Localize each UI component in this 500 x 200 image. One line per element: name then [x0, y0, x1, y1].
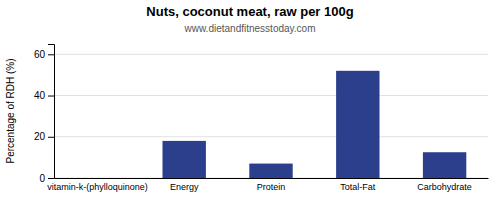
grid-line	[54, 95, 488, 96]
y-tick: 40	[34, 90, 54, 101]
y-tick-mark	[48, 178, 54, 179]
subtitle: www.dietandfitnesstoday.com	[184, 23, 316, 34]
y-tick-label: 40	[34, 90, 46, 101]
y-tick: 60	[34, 49, 54, 60]
title: Nuts, coconut meat, raw per 100g	[146, 4, 353, 19]
y-tick-label: 60	[34, 49, 46, 60]
bar	[249, 164, 292, 178]
y-tick-mark	[48, 137, 54, 138]
y-axis-line	[48, 45, 55, 179]
x-tick-label: vitamin-k-(phylloquinone)	[47, 182, 148, 192]
y-tick-mark	[48, 54, 54, 55]
bars	[163, 71, 467, 178]
y-tick-mark	[48, 96, 54, 97]
plot: vitamin-k-(phylloquinone) Energy Protein To…	[34, 45, 489, 193]
y-axis-title: Percentage of RDH (%)	[5, 58, 16, 163]
y-tick: 0	[39, 173, 54, 184]
x-tick: Energy	[170, 178, 199, 192]
grid-line	[54, 54, 488, 55]
x-tick: Carbohydrate	[417, 178, 472, 192]
chart-svg: Nuts, coconut meat, raw per 100g www.diet…	[0, 0, 500, 200]
x-tick-label: Energy	[170, 182, 199, 192]
x-tick: Total-Fat	[340, 178, 376, 192]
chart-container: Nuts, coconut meat, raw per 100g www.diet…	[0, 0, 500, 200]
y-tick-label: 0	[39, 173, 45, 184]
bar	[336, 71, 379, 178]
x-tick: vitamin-k-(phylloquinone)	[47, 178, 148, 192]
x-tick: Protein	[257, 178, 286, 192]
bar	[76, 178, 119, 179]
y-tick-label: 20	[34, 131, 46, 142]
y-axis: 0 20 40 60	[34, 45, 55, 184]
x-tick-label: Carbohydrate	[417, 182, 472, 192]
bar	[423, 152, 466, 178]
bar	[163, 141, 206, 178]
grid	[54, 54, 488, 178]
x-axis: vitamin-k-(phylloquinone) Energy Protein To…	[47, 178, 488, 192]
y-tick: 20	[34, 131, 54, 142]
x-tick-label: Total-Fat	[340, 182, 376, 192]
x-axis-line	[55, 178, 489, 179]
grid-line	[54, 136, 488, 137]
x-tick-label: Protein	[257, 182, 286, 192]
